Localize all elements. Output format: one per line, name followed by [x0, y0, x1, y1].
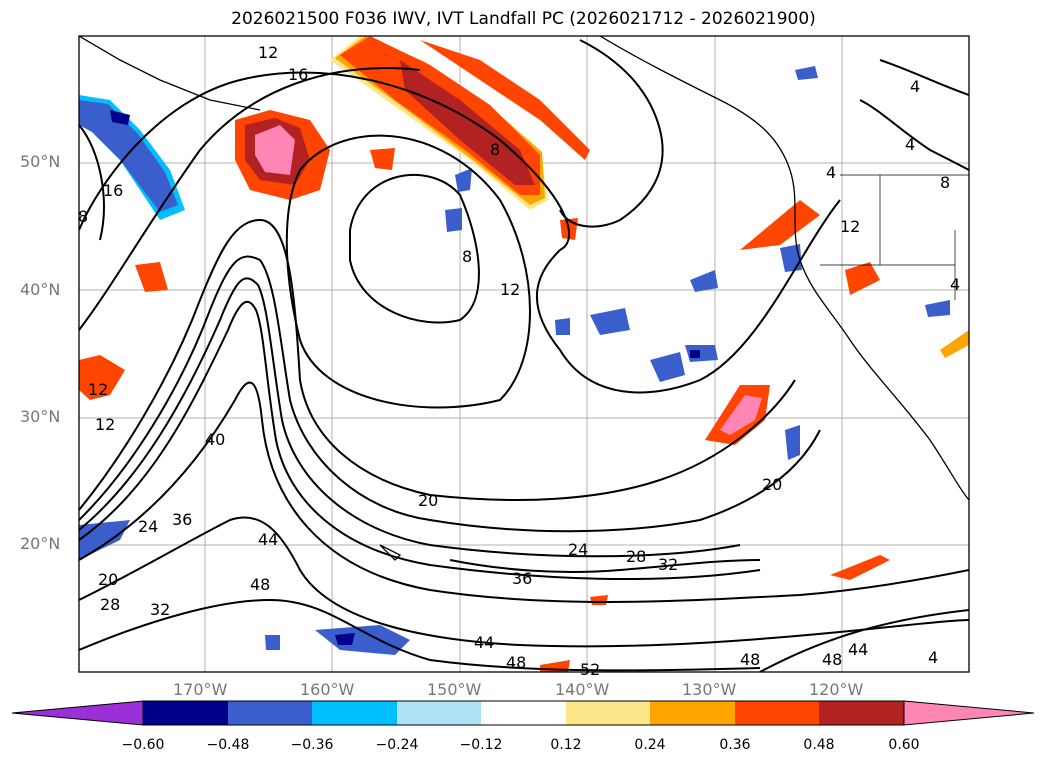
lon-label-160w: 160°W [300, 680, 355, 699]
contour-label: 44 [848, 640, 868, 659]
lat-label-50n: 50°N [20, 152, 61, 171]
contour-label: 4 [910, 77, 920, 96]
colorbar-tick: −0.36 [290, 737, 334, 753]
contour-label: 48 [506, 653, 526, 672]
contour-label: 20 [418, 491, 438, 510]
ivt-negative-fill [79, 66, 950, 655]
contour-label: 28 [626, 547, 646, 566]
colorbar-bin [312, 701, 397, 725]
colorbar-tick: 0.60 [888, 737, 920, 753]
contour-label: 24 [568, 540, 588, 559]
lat-label-40n: 40°N [20, 280, 61, 299]
lon-label-140w: 140°W [555, 680, 610, 699]
colorbar-tick: −0.48 [206, 737, 250, 753]
colorbar-tick: 0.12 [550, 737, 582, 753]
colorbar-outline [142, 700, 905, 726]
contour-label: 4 [928, 648, 938, 667]
colorbar-bin [397, 701, 481, 725]
contour-label: 20 [98, 570, 118, 589]
contour-label: 12 [500, 280, 520, 299]
contour-label: 28 [100, 595, 120, 614]
contour-label: 48 [822, 650, 842, 669]
colorbar-tick: 0.24 [634, 737, 666, 753]
colorbar-tick: −0.60 [121, 737, 165, 753]
ivt-positive-fill [79, 36, 969, 672]
lon-label-170w: 170°W [173, 680, 228, 699]
colorbar-bin [228, 701, 312, 725]
contour-label: 12 [88, 380, 108, 399]
contour-label: 24 [138, 517, 158, 536]
colorbar-tick: 0.36 [719, 737, 751, 753]
contour-label: 20 [762, 475, 782, 494]
contour-label: 48 [250, 575, 270, 594]
colorbar-bin [481, 701, 566, 725]
colorbar-extend-high [903, 700, 1035, 726]
colorbar [11, 700, 1035, 726]
colorbar-bin [566, 701, 650, 725]
colorbar-bin [650, 701, 735, 725]
map-frame [78, 35, 970, 673]
contour-label: 12 [95, 415, 115, 434]
map-title: 2026021500 F036 IWV, IVT Landfall PC (20… [231, 9, 816, 29]
contour-label: 52 [580, 660, 600, 679]
lon-label-130w: 130°W [682, 680, 737, 699]
colorbar-tick: −0.24 [375, 737, 419, 753]
contour-label: 48 [740, 650, 760, 669]
contour-label: 44 [474, 633, 494, 652]
contour-label: 32 [150, 600, 170, 619]
lon-label-150w: 150°W [427, 680, 482, 699]
lon-label-120w: 120°W [809, 680, 864, 699]
contour-label: 12 [258, 43, 278, 62]
lat-label-20n: 20°N [20, 534, 61, 553]
contour-labels: 12 16 16 8 8 8 12 12 12 40 36 24 20 28 3… [78, 43, 960, 679]
contour-label: 8 [940, 173, 950, 192]
contour-label: 8 [462, 247, 472, 266]
contour-label: 32 [658, 555, 678, 574]
colorbar-bin [735, 701, 819, 725]
contour-label: 4 [826, 163, 836, 182]
contour-label: 36 [512, 569, 532, 588]
contour-label: 8 [490, 140, 500, 159]
colorbar-extend-low [11, 700, 144, 726]
colorbar-tick: −0.12 [459, 737, 503, 753]
colorbar-bin [819, 701, 904, 725]
contour-label: 4 [905, 135, 915, 154]
coastline [79, 36, 969, 561]
contour-label: 36 [172, 510, 192, 529]
contour-label: 40 [205, 430, 225, 449]
state-borders [820, 174, 969, 300]
map-canvas: 12 16 16 8 8 8 12 12 12 40 36 24 20 28 3… [78, 35, 970, 679]
contour-label: 8 [78, 207, 88, 226]
colorbar-tick: 0.48 [803, 737, 835, 753]
contour-label: 16 [103, 181, 123, 200]
lat-label-30n: 30°N [20, 407, 61, 426]
contour-label: 16 [288, 65, 308, 84]
contour-label: 44 [258, 530, 278, 549]
colorbar-bin [143, 701, 228, 725]
iwv-contours [79, 39, 969, 672]
contour-label: 12 [840, 217, 860, 236]
contour-label: 4 [950, 275, 960, 294]
